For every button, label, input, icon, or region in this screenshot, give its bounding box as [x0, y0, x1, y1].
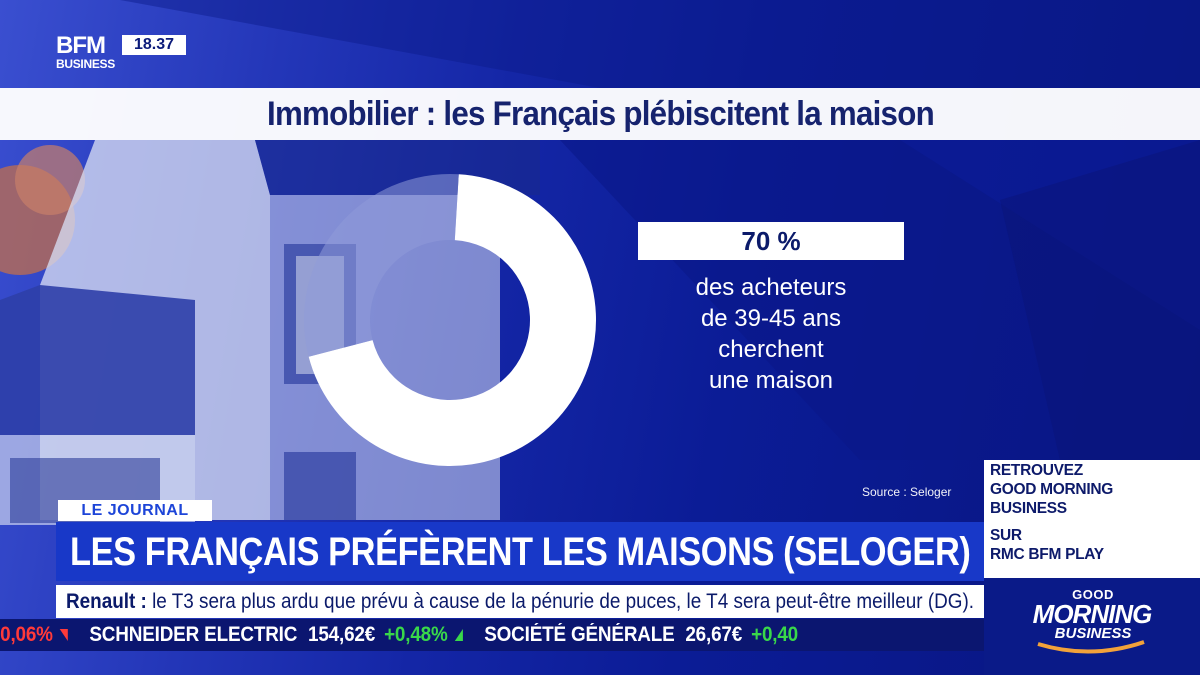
up-arrow-icon: [454, 629, 463, 641]
stat-description: des acheteurs de 39-45 ans cherchent une…: [630, 272, 912, 396]
stat-line: cherchent: [718, 336, 824, 363]
donut-chart: [304, 174, 596, 467]
donut-slice: [308, 174, 596, 467]
ticker-change: -0,06%: [0, 623, 53, 646]
infographic-title: Immobilier : les Français plébiscitent l…: [266, 95, 935, 133]
ticker-name: SCHNEIDER ELECTRIC: [89, 623, 298, 646]
clock: 18.37: [122, 35, 186, 55]
logo-bottom-text: BUSINESS: [56, 57, 115, 71]
ticker-price: 26,67€: [685, 623, 743, 646]
show-logo-bottom: BUSINESS: [1054, 625, 1132, 642]
program-tag: LE JOURNAL: [58, 500, 212, 521]
ticker-change: +0,48%: [384, 623, 448, 646]
promo-line: BUSINESS: [990, 500, 1067, 517]
promo-line: SUR: [990, 527, 1022, 544]
show-logo-top: GOOD: [1072, 587, 1114, 602]
ticker-price: 154,62€: [308, 623, 376, 646]
promo-line: RETROUVEZ: [990, 462, 1083, 479]
stat-line: une maison: [708, 367, 834, 394]
swoosh-icon: [1037, 640, 1145, 654]
stat-line: de 39-45 ans: [700, 305, 842, 332]
stock-ticker: -0,06% SCHNEIDER ELECTRIC 154,62€ +0,48% S…: [0, 619, 984, 651]
ticker-change: +0,40: [751, 623, 799, 646]
stat-line: des acheteurs: [695, 274, 847, 301]
stat-value: 70 %: [638, 222, 904, 260]
news-crawl: Renault : le T3 sera plus ardu que prévu…: [56, 585, 984, 618]
promo-line: GOOD MORNING: [990, 481, 1113, 498]
ticker-row: -0,06% SCHNEIDER ELECTRIC 154,62€ +0,48% S…: [0, 623, 805, 647]
donut-slice: [304, 174, 459, 357]
good-morning-business-logo: GOOD MORNING BUSINESS: [984, 578, 1200, 675]
promo-box: RETROUVEZ GOOD MORNING BUSINESS SUR RMC …: [984, 460, 1200, 578]
bfm-business-logo: BFM BUSINESS: [56, 34, 118, 72]
news-subject: Renault :: [66, 590, 147, 613]
down-arrow-icon: [60, 629, 69, 641]
ticker-name: SOCIÉTÉ GÉNÉRALE: [484, 623, 675, 646]
news-text: le T3 sera plus ardu que prévu à cause d…: [146, 590, 975, 613]
show-logo-middle: MORNING: [1032, 599, 1153, 629]
logo-top-text: BFM: [56, 32, 106, 59]
headline-bar: LES FRANÇAIS PRÉFÈRENT LES MAISONS (SELO…: [56, 522, 984, 581]
title-band: Immobilier : les Français plébiscitent l…: [0, 88, 1200, 140]
promo-line: RMC BFM PLAY: [990, 546, 1104, 563]
source-note: Source : Seloger: [862, 485, 952, 499]
headline-text: LES FRANÇAIS PRÉFÈRENT LES MAISONS (SELO…: [70, 530, 971, 574]
